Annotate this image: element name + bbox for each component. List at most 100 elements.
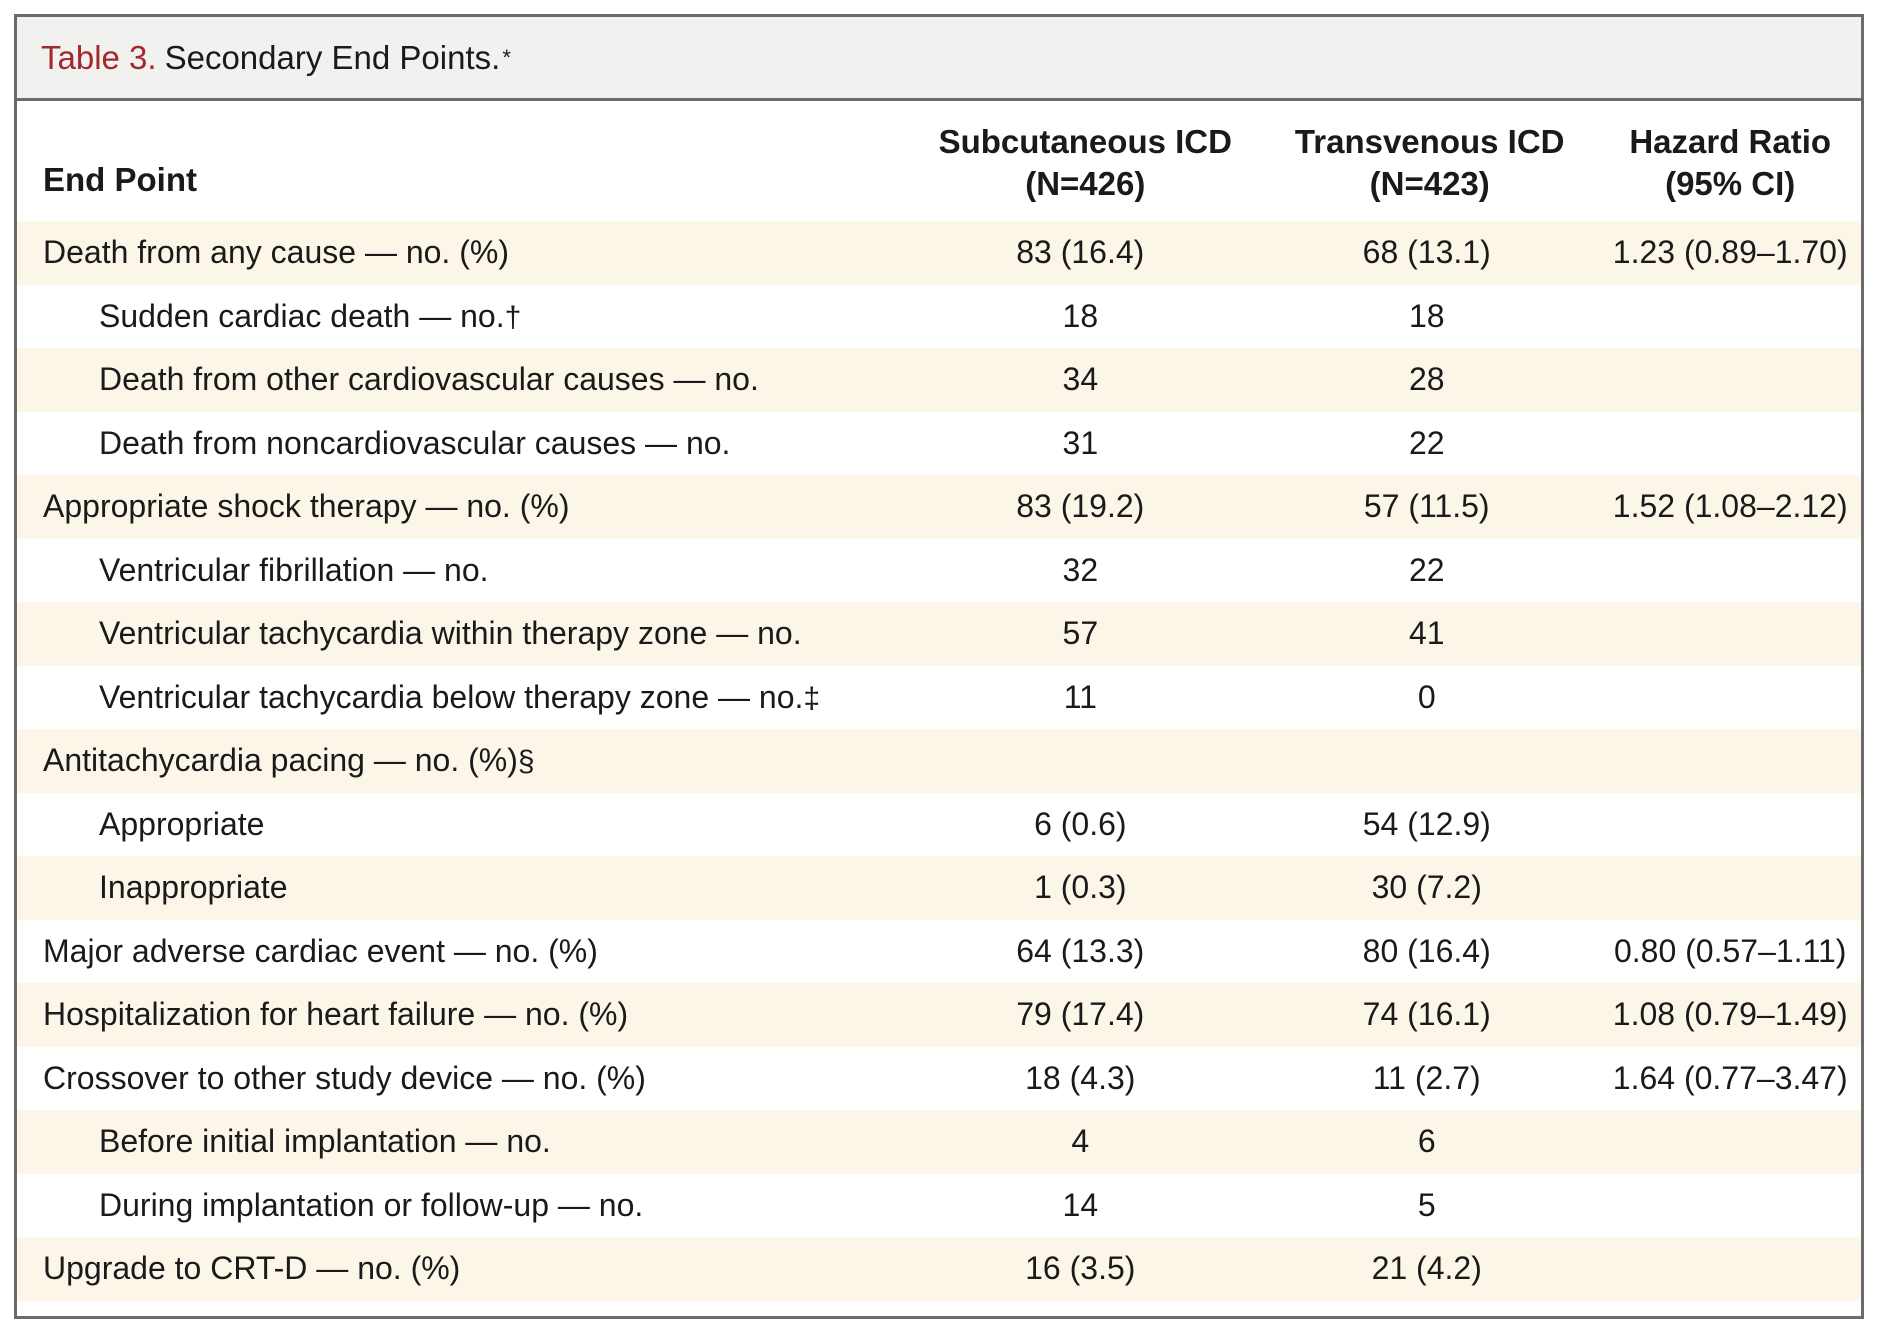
subcutaneous-value: 14 — [1062, 1186, 1099, 1223]
table-row: Crossover to other study device — no. (%… — [17, 1047, 1861, 1111]
subcutaneous-value: 4 — [1071, 1123, 1090, 1160]
row-label: Before initial implantation — no. — [99, 1123, 551, 1160]
transvenous-value: 18 — [1408, 297, 1445, 334]
header-transvenous-icd: Transvenous ICD (N=423) — [1260, 121, 1599, 205]
row-hazard-ratio-cell: 1.23 (0.89–1.70) — [1599, 234, 1861, 271]
transvenous-value: 0 — [1417, 678, 1436, 715]
transvenous-value: 74 (16.1) — [1362, 996, 1491, 1033]
row-transvenous-cell: 54 (12.9) — [1260, 806, 1599, 843]
header-subcutaneous-icd: Subcutaneous ICD (N=426) — [911, 121, 1260, 205]
row-end-point: Inappropriate — [17, 869, 911, 906]
row-subcutaneous-cell: 79 (17.4) — [911, 996, 1260, 1033]
row-end-point: Antitachycardia pacing — no. (%)§ — [17, 742, 911, 779]
hazard-ratio-value: 1.64 (0.77–3.47) — [1612, 1059, 1848, 1096]
results-table: Table 3. Secondary End Points. * End Poi… — [14, 14, 1864, 1319]
row-transvenous-cell: 22 — [1260, 552, 1599, 589]
row-subcutaneous-cell: 34 — [911, 361, 1260, 398]
row-footnote-mark: § — [517, 745, 535, 779]
row-label: Appropriate — [99, 805, 265, 842]
header-hazard-title: Hazard Ratio — [1629, 123, 1832, 160]
table-row: Antitachycardia pacing — no. (%)§ — [17, 729, 1861, 793]
row-end-point: Appropriate — [17, 806, 911, 843]
table-row: Ventricular tachycardia below therapy zo… — [17, 666, 1861, 730]
row-label: Death from noncardiovascular causes — no… — [99, 424, 731, 461]
row-transvenous-cell: 28 — [1260, 361, 1599, 398]
transvenous-value: 54 (12.9) — [1362, 805, 1491, 842]
table-row: Death from any cause — no. (%) 83 (16.4) 6… — [17, 221, 1861, 285]
row-label: Ventricular tachycardia below therapy zo… — [99, 678, 804, 715]
row-transvenous-cell: 21 (4.2) — [1260, 1250, 1599, 1287]
row-transvenous-cell: 68 (13.1) — [1260, 234, 1599, 271]
row-subcutaneous-cell: 31 — [911, 425, 1260, 462]
row-subcutaneous-cell: 4 — [911, 1123, 1260, 1160]
row-end-point: Ventricular tachycardia within therapy z… — [17, 615, 911, 652]
row-transvenous-cell: 74 (16.1) — [1260, 996, 1599, 1033]
table-row: During implantation or follow-up — no. 14… — [17, 1174, 1861, 1238]
hazard-ratio-value: 1.08 (0.79–1.49) — [1612, 996, 1848, 1033]
hazard-ratio-value: 0.80 (0.57–1.11) — [1613, 932, 1847, 969]
transvenous-value: 57 (11.5) — [1363, 488, 1490, 525]
table-row: Ventricular tachycardia within therapy z… — [17, 602, 1861, 666]
row-subcutaneous-cell — [911, 742, 1260, 779]
header-transvenous-n: (N=423) — [1369, 165, 1490, 202]
row-end-point: Before initial implantation — no. — [17, 1123, 911, 1160]
table-number: Table 3. — [41, 38, 157, 76]
row-end-point: Death from any cause — no. (%) — [17, 234, 911, 271]
table-row: Appropriate shock therapy — no. (%) 83 (1… — [17, 475, 1861, 539]
row-label: Crossover to other study device — no. (%… — [43, 1059, 646, 1096]
transvenous-value: 80 (16.4) — [1362, 932, 1491, 969]
subcutaneous-value: 32 — [1062, 551, 1099, 588]
row-subcutaneous-cell: 64 (13.3) — [911, 933, 1260, 970]
row-label: Sudden cardiac death — no. — [99, 297, 505, 334]
table-header-row: End Point Subcutaneous ICD (N=426) Trans… — [17, 101, 1861, 221]
row-end-point: Crossover to other study device — no. (%… — [17, 1060, 911, 1097]
subcutaneous-value: 83 (16.4) — [1016, 234, 1145, 271]
row-label: During implantation or follow-up — no. — [99, 1186, 644, 1223]
table-row: Death from other cardiovascular causes —… — [17, 348, 1861, 412]
subcutaneous-value: 16 (3.5) — [1025, 1250, 1136, 1287]
row-subcutaneous-cell: 32 — [911, 552, 1260, 589]
row-subcutaneous-cell: 18 (4.3) — [911, 1060, 1260, 1097]
table-row: Appropriate 6 (0.6) 54 (12.9) — [17, 793, 1861, 857]
row-label: Antitachycardia pacing — no. (%) — [43, 742, 518, 779]
transvenous-value: 28 — [1408, 361, 1445, 398]
table-row: Inappropriate 1 (0.3) 30 (7.2) — [17, 856, 1861, 920]
row-transvenous-cell: 0 — [1260, 679, 1599, 716]
row-subcutaneous-cell: 14 — [911, 1187, 1260, 1224]
row-label: Upgrade to CRT-D — no. (%) — [43, 1250, 461, 1287]
header-transvenous-title: Transvenous ICD — [1294, 123, 1565, 160]
table-row: Death from noncardiovascular causes — no… — [17, 412, 1861, 476]
header-hazard-ratio: Hazard Ratio (95% CI) — [1599, 121, 1861, 205]
transvenous-value: 11 (2.7) — [1372, 1059, 1481, 1096]
row-end-point: Death from other cardiovascular causes —… — [17, 361, 911, 398]
header-subcutaneous-title: Subcutaneous ICD — [938, 123, 1232, 160]
table-row: Sudden cardiac death — no.† 18 18 — [17, 285, 1861, 349]
row-label: Death from other cardiovascular causes —… — [99, 361, 759, 398]
transvenous-value: 22 — [1408, 424, 1445, 461]
transvenous-value: 6 — [1417, 1123, 1436, 1160]
row-hazard-ratio-cell: 1.52 (1.08–2.12) — [1599, 488, 1861, 525]
table-body: Death from any cause — no. (%) 83 (16.4) 6… — [17, 221, 1861, 1301]
row-label: Major adverse cardiac event — no. (%) — [43, 932, 598, 969]
transvenous-value: 68 (13.1) — [1362, 234, 1491, 271]
subcutaneous-value: 11 — [1063, 678, 1097, 715]
row-hazard-ratio-cell: 0.80 (0.57–1.11) — [1599, 933, 1861, 970]
row-subcutaneous-cell: 83 (19.2) — [911, 488, 1260, 525]
row-footnote-mark: ‡ — [803, 681, 821, 715]
transvenous-value: 5 — [1417, 1186, 1436, 1223]
row-subcutaneous-cell: 11 — [911, 679, 1260, 716]
transvenous-value: 30 (7.2) — [1371, 869, 1482, 906]
subcutaneous-value: 57 — [1062, 615, 1099, 652]
table-title: Secondary End Points. — [164, 38, 501, 76]
table-row: Upgrade to CRT-D — no. (%) 16 (3.5) 21 (4.… — [17, 1237, 1861, 1301]
row-transvenous-cell: 80 (16.4) — [1260, 933, 1599, 970]
transvenous-value: 22 — [1408, 551, 1445, 588]
table-title-bar: Table 3. Secondary End Points. * — [17, 17, 1861, 101]
row-label: Hospitalization for heart failure — no. … — [43, 996, 629, 1033]
subcutaneous-value: 1 (0.3) — [1034, 869, 1127, 906]
hazard-ratio-value: 1.52 (1.08–2.12) — [1612, 488, 1848, 525]
row-end-point: Sudden cardiac death — no.† — [17, 298, 911, 335]
row-transvenous-cell: 6 — [1260, 1123, 1599, 1160]
subcutaneous-value: 18 — [1062, 297, 1099, 334]
transvenous-value: 41 — [1408, 615, 1445, 652]
